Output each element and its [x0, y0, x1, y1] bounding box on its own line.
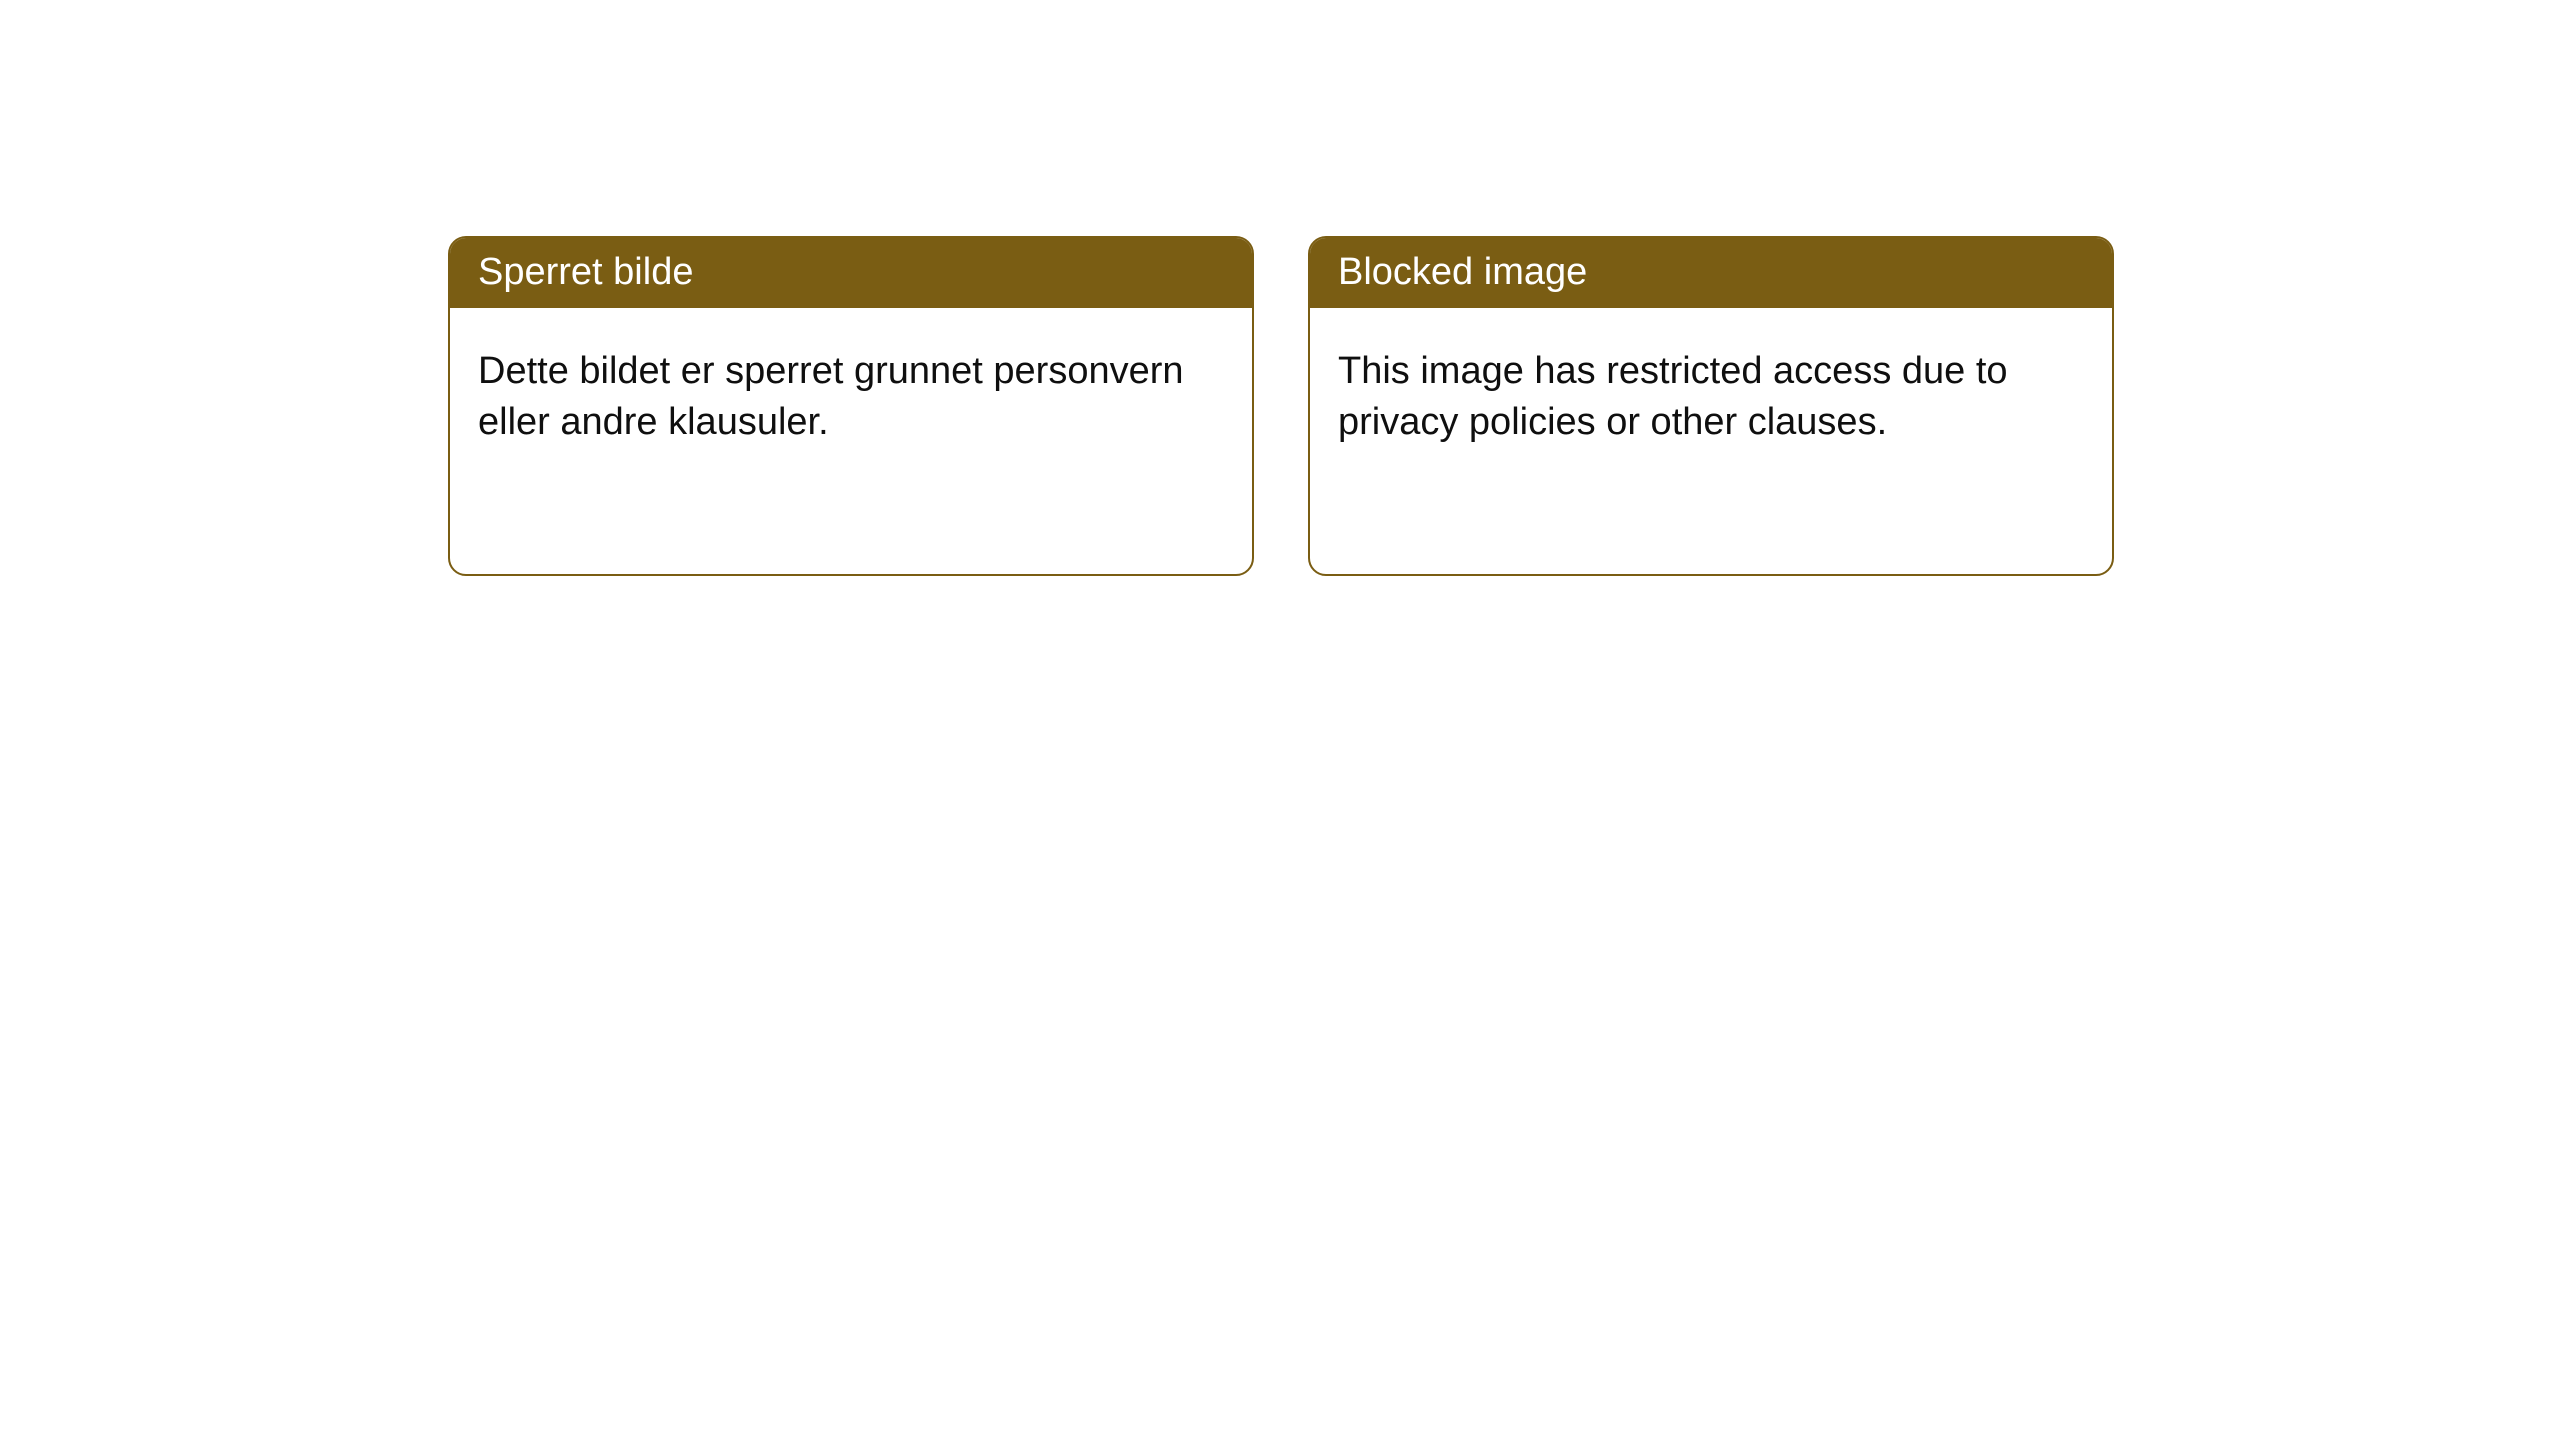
notice-container: Sperret bilde Dette bildet er sperret gr… [448, 236, 2114, 576]
notice-body: Dette bildet er sperret grunnet personve… [450, 308, 1252, 487]
notice-body-text: This image has restricted access due to … [1338, 350, 2008, 443]
notice-body-text: Dette bildet er sperret grunnet personve… [478, 350, 1184, 443]
notice-box-norwegian: Sperret bilde Dette bildet er sperret gr… [448, 236, 1254, 576]
notice-header: Sperret bilde [450, 238, 1252, 308]
notice-header-text: Blocked image [1338, 251, 1587, 293]
notice-box-english: Blocked image This image has restricted … [1308, 236, 2114, 576]
notice-header: Blocked image [1310, 238, 2112, 308]
notice-body: This image has restricted access due to … [1310, 308, 2112, 487]
notice-header-text: Sperret bilde [478, 251, 693, 293]
